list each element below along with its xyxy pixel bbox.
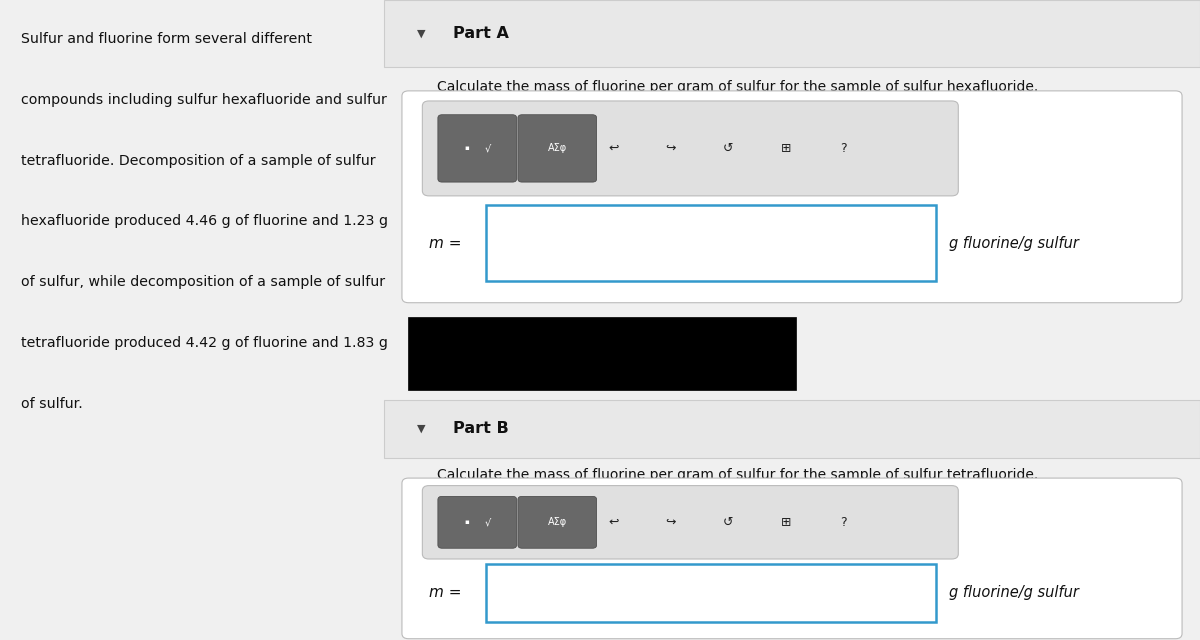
Text: ↩: ↩ bbox=[608, 516, 619, 529]
Text: ↺: ↺ bbox=[724, 516, 733, 529]
FancyBboxPatch shape bbox=[422, 101, 959, 196]
Text: ΑΣφ: ΑΣφ bbox=[547, 143, 566, 154]
Text: hexafluoride produced 4.46 g of fluorine and 1.23 g: hexafluoride produced 4.46 g of fluorine… bbox=[22, 214, 388, 228]
FancyBboxPatch shape bbox=[402, 478, 1182, 639]
FancyBboxPatch shape bbox=[384, 0, 1200, 67]
Text: ↪: ↪ bbox=[666, 142, 677, 155]
Text: Part B: Part B bbox=[454, 421, 509, 436]
FancyBboxPatch shape bbox=[402, 91, 1182, 303]
FancyBboxPatch shape bbox=[422, 486, 959, 559]
Text: compounds including sulfur hexafluoride and sulfur: compounds including sulfur hexafluoride … bbox=[22, 93, 386, 107]
FancyBboxPatch shape bbox=[518, 497, 596, 548]
FancyBboxPatch shape bbox=[438, 497, 517, 548]
Text: g fluorine/g sulfur: g fluorine/g sulfur bbox=[948, 586, 1079, 600]
Text: ↪: ↪ bbox=[666, 516, 677, 529]
Text: ▼: ▼ bbox=[416, 29, 425, 38]
Text: Part A: Part A bbox=[454, 26, 509, 41]
Text: ?: ? bbox=[840, 142, 847, 155]
Text: m =: m = bbox=[428, 236, 461, 251]
FancyBboxPatch shape bbox=[408, 317, 796, 390]
Text: ↩: ↩ bbox=[608, 142, 619, 155]
Text: ↺: ↺ bbox=[724, 142, 733, 155]
Text: tetrafluoride. Decomposition of a sample of sulfur: tetrafluoride. Decomposition of a sample… bbox=[22, 154, 376, 168]
FancyBboxPatch shape bbox=[486, 205, 936, 282]
Text: ▪: ▪ bbox=[464, 145, 469, 152]
Text: ▼: ▼ bbox=[416, 424, 425, 434]
Text: √: √ bbox=[485, 517, 491, 527]
Text: tetrafluoride produced 4.42 g of fluorine and 1.83 g: tetrafluoride produced 4.42 g of fluorin… bbox=[22, 336, 388, 350]
FancyBboxPatch shape bbox=[384, 400, 1200, 458]
Text: Calculate the mass of fluorine per gram of sulfur for the sample of sulfur hexaf: Calculate the mass of fluorine per gram … bbox=[437, 80, 1038, 94]
Text: ⊞: ⊞ bbox=[781, 142, 791, 155]
FancyBboxPatch shape bbox=[518, 115, 596, 182]
Text: ?: ? bbox=[840, 516, 847, 529]
Text: Sulfur and fluorine form several different: Sulfur and fluorine form several differe… bbox=[22, 32, 312, 46]
Text: ⊞: ⊞ bbox=[781, 516, 791, 529]
Text: ΑΣφ: ΑΣφ bbox=[547, 517, 566, 527]
Text: of sulfur.: of sulfur. bbox=[22, 397, 83, 411]
Text: √: √ bbox=[485, 143, 491, 154]
Text: ▪: ▪ bbox=[464, 519, 469, 525]
FancyBboxPatch shape bbox=[486, 564, 936, 621]
FancyBboxPatch shape bbox=[438, 115, 517, 182]
Text: of sulfur, while decomposition of a sample of sulfur: of sulfur, while decomposition of a samp… bbox=[22, 275, 385, 289]
Text: g fluorine/g sulfur: g fluorine/g sulfur bbox=[948, 236, 1079, 251]
Text: m =: m = bbox=[428, 586, 461, 600]
Text: Calculate the mass of fluorine per gram of sulfur for the sample of sulfur tetra: Calculate the mass of fluorine per gram … bbox=[437, 468, 1038, 483]
